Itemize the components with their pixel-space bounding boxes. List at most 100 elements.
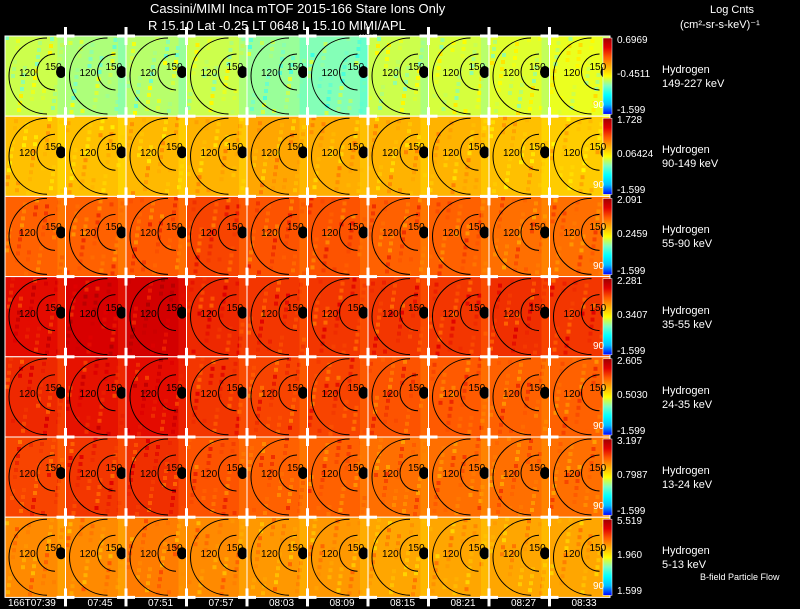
pixel-cell xyxy=(517,376,521,381)
pixel-cell xyxy=(386,262,390,267)
pixel-cell xyxy=(203,548,208,553)
pixel-cell xyxy=(172,74,176,78)
pixel-cell xyxy=(222,90,227,94)
pixel-cell xyxy=(340,79,345,83)
pixel-cell xyxy=(382,78,386,82)
pixel-cell xyxy=(524,267,528,272)
pixel-cell xyxy=(109,202,114,207)
pixel-cell xyxy=(65,270,70,275)
pixel-cell xyxy=(22,558,26,563)
pixel-cell xyxy=(508,359,512,364)
pixel-cell xyxy=(43,218,47,223)
pixel-cell xyxy=(261,449,265,453)
pixel-cell xyxy=(378,587,382,592)
contour-inner xyxy=(278,374,298,412)
channel-energy: 35-55 keV xyxy=(662,318,713,331)
contour-outer xyxy=(432,37,471,115)
pixel-cell xyxy=(150,487,154,491)
pixel-cell xyxy=(291,541,295,546)
pixel-cell xyxy=(344,263,349,268)
pixel-cell xyxy=(343,336,348,341)
pixel-cell xyxy=(428,254,433,259)
pixel-cell xyxy=(84,287,89,292)
pixel-cell xyxy=(538,522,542,527)
pixel-cell xyxy=(138,561,142,566)
pixel-cell xyxy=(203,133,208,138)
pixel-cell xyxy=(494,448,498,452)
contour-label-120: 120 xyxy=(563,308,581,320)
pixel-cell xyxy=(33,76,37,80)
pixel-cell xyxy=(458,204,463,209)
pixel-cell xyxy=(465,301,470,306)
pixel-cell xyxy=(9,290,13,295)
pixel-cell xyxy=(71,162,76,167)
pixel-cell xyxy=(75,416,80,421)
pixel-cell xyxy=(378,445,382,449)
pixel-cell xyxy=(491,535,495,540)
pixel-cell xyxy=(155,522,159,527)
pixel-cell xyxy=(131,327,135,332)
pixel-cell xyxy=(496,95,500,99)
pixel-cell xyxy=(37,396,41,401)
pixel-cell xyxy=(90,524,95,529)
pixel-cell xyxy=(146,100,150,104)
pixel-cell xyxy=(580,311,585,316)
pixel-cell xyxy=(440,250,445,255)
pixel-cell xyxy=(508,572,512,577)
saturn-icon xyxy=(116,146,127,159)
pixel-cell xyxy=(268,339,272,344)
pixel-cell xyxy=(380,507,384,511)
pixel-cell xyxy=(95,499,100,503)
pixel-cell xyxy=(447,550,452,555)
crosshair-h xyxy=(480,355,498,359)
pixel-cell xyxy=(65,340,70,345)
pixel-cell xyxy=(283,248,287,253)
saturn-icon xyxy=(358,146,369,159)
pixel-cell xyxy=(96,492,101,496)
pixel-cell xyxy=(384,64,388,68)
pixel-cell xyxy=(415,285,419,290)
pixel-cell xyxy=(403,223,407,228)
pixel-cell xyxy=(595,80,600,84)
pixel-cell xyxy=(335,382,340,387)
pixel-cell xyxy=(345,256,350,261)
contour-outer xyxy=(8,278,48,356)
pixel-cell xyxy=(99,56,104,60)
pixel-cell xyxy=(11,140,15,145)
pixel-cell xyxy=(452,449,457,453)
pixel-cell xyxy=(476,234,481,239)
pixel-cell xyxy=(470,130,475,135)
pixel-cell xyxy=(445,215,450,220)
pixel-cell xyxy=(311,258,316,263)
pixel-cell xyxy=(470,479,475,483)
crosshair-h xyxy=(298,194,317,198)
pixel-cell xyxy=(439,323,444,328)
pixel-cell xyxy=(537,459,541,463)
image-panel xyxy=(186,276,247,357)
pixel-cell xyxy=(395,133,399,138)
pixel-cell xyxy=(195,391,200,396)
pixel-cell xyxy=(309,130,314,135)
pixel-cell xyxy=(213,143,218,148)
pixel-cell xyxy=(351,148,356,153)
pixel-cell xyxy=(272,381,276,386)
contour-label-120: 120 xyxy=(442,549,460,561)
contour-outer xyxy=(8,438,48,516)
pixel-cell xyxy=(23,202,27,207)
pixel-cell xyxy=(599,537,604,542)
pixel-cell xyxy=(206,188,211,193)
saturn-icon xyxy=(177,467,187,479)
pixel-cell xyxy=(598,544,603,549)
pixel-cell xyxy=(574,486,579,490)
pixel-cell xyxy=(169,95,173,99)
pixel-cell xyxy=(95,356,100,361)
pixel-cell xyxy=(496,367,500,372)
pixel-cell xyxy=(50,452,54,456)
contour-inner xyxy=(520,53,540,91)
crosshair-h xyxy=(298,114,317,118)
pixel-cell xyxy=(456,497,461,501)
pixel-cell xyxy=(442,439,447,443)
pixel-cell xyxy=(296,440,300,444)
pixel-cell xyxy=(562,145,567,150)
pixel-cell xyxy=(550,219,555,224)
